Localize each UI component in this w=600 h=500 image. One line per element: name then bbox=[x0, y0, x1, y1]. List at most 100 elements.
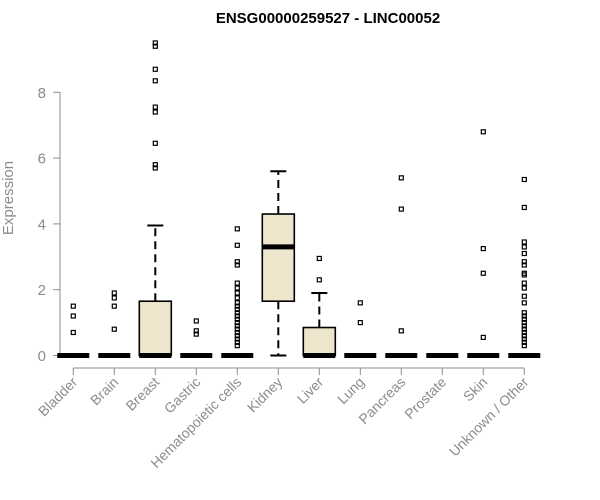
outlier-point bbox=[521, 326, 527, 332]
outlier-point bbox=[234, 226, 240, 232]
outlier-point bbox=[152, 140, 158, 146]
box-group bbox=[344, 300, 377, 358]
outlier-point bbox=[521, 176, 527, 183]
outlier-point bbox=[234, 280, 240, 286]
outlier-point bbox=[521, 270, 527, 276]
box-group bbox=[180, 318, 213, 358]
outlier-point bbox=[234, 333, 240, 339]
box-group bbox=[138, 40, 173, 358]
outlier-point bbox=[70, 313, 76, 319]
outlier-point bbox=[398, 175, 404, 181]
box-iqr bbox=[138, 300, 173, 357]
outlier-point bbox=[398, 328, 404, 334]
outlier-point bbox=[111, 295, 117, 301]
outlier-point bbox=[521, 259, 527, 265]
box-iqr bbox=[302, 326, 337, 357]
box-group bbox=[302, 255, 337, 358]
outlier-point bbox=[357, 300, 363, 306]
outlier-point bbox=[398, 206, 404, 212]
x-tick-label: Skin bbox=[460, 374, 491, 405]
y-tick-label: 4 bbox=[38, 216, 46, 233]
y-axis-label: Expression bbox=[0, 161, 17, 235]
outlier-point bbox=[480, 129, 486, 135]
outlier-point bbox=[234, 262, 240, 268]
y-tick-label: 6 bbox=[38, 151, 46, 168]
box-iqr bbox=[261, 213, 296, 303]
outlier-point bbox=[357, 320, 363, 326]
outlier-point bbox=[234, 306, 240, 313]
outlier-point bbox=[521, 316, 527, 322]
x-tick-label: Kidney bbox=[244, 374, 286, 416]
outlier-point bbox=[521, 336, 527, 342]
outlier-point bbox=[152, 109, 158, 115]
box-group bbox=[57, 303, 90, 358]
outlier-point bbox=[521, 310, 527, 316]
outlier-point bbox=[480, 270, 486, 276]
outlier-point bbox=[234, 242, 240, 248]
outlier-point bbox=[193, 318, 199, 324]
outlier-point bbox=[521, 280, 527, 286]
y-tick-label: 0 bbox=[38, 348, 46, 365]
outlier-point bbox=[193, 328, 199, 334]
outlier-point bbox=[234, 320, 240, 326]
outlier-point bbox=[70, 303, 76, 309]
outlier-point bbox=[152, 43, 158, 49]
outlier-point bbox=[193, 331, 199, 337]
outlier-point bbox=[234, 336, 240, 342]
box-group bbox=[508, 176, 541, 358]
outlier-point bbox=[521, 204, 527, 211]
outlier-point bbox=[521, 300, 527, 306]
outlier-point bbox=[70, 329, 76, 336]
outlier-point bbox=[521, 320, 527, 326]
x-tick-label: Breast bbox=[122, 374, 162, 414]
outlier-point bbox=[521, 323, 527, 329]
outlier-point bbox=[316, 277, 322, 283]
outlier-point bbox=[521, 313, 527, 319]
outlier-point bbox=[521, 244, 527, 250]
outlier-point bbox=[234, 300, 240, 306]
outlier-point bbox=[521, 285, 527, 291]
chart-title: ENSG00000259527 - LINC00052 bbox=[216, 10, 440, 27]
outlier-point bbox=[234, 329, 240, 336]
outlier-point bbox=[480, 334, 486, 341]
y-tick-label: 8 bbox=[38, 85, 46, 102]
box-group bbox=[467, 129, 500, 358]
outlier-point bbox=[152, 78, 158, 84]
outlier-point bbox=[111, 303, 117, 309]
outlier-point bbox=[521, 343, 527, 349]
outlier-point bbox=[234, 313, 240, 319]
outlier-point bbox=[521, 329, 527, 336]
box-group bbox=[221, 226, 254, 358]
outlier-point bbox=[152, 162, 158, 168]
outlier-point bbox=[234, 290, 240, 296]
outlier-point bbox=[152, 104, 158, 110]
outlier-point bbox=[234, 285, 240, 291]
outlier-point bbox=[152, 40, 158, 46]
outlier-point bbox=[234, 295, 240, 301]
outlier-point bbox=[234, 310, 240, 316]
outlier-point bbox=[152, 165, 158, 171]
x-tick-label: Liver bbox=[294, 374, 327, 407]
outlier-point bbox=[152, 66, 158, 72]
outlier-point bbox=[521, 293, 527, 299]
outlier-point bbox=[111, 290, 117, 296]
outlier-point bbox=[111, 326, 117, 332]
outlier-point bbox=[234, 303, 240, 309]
outlier-point bbox=[521, 250, 527, 257]
box-group bbox=[385, 175, 418, 358]
y-tick-label: 2 bbox=[38, 282, 46, 299]
outlier-point bbox=[234, 339, 240, 345]
plot-area bbox=[57, 40, 541, 358]
outlier-point bbox=[234, 316, 240, 322]
outlier-point bbox=[316, 255, 322, 262]
x-tick-label: Prostate bbox=[401, 374, 449, 422]
outlier-point bbox=[521, 239, 527, 245]
outlier-point bbox=[234, 343, 240, 349]
box-group bbox=[261, 170, 296, 357]
y-axis: 0 2 4 6 8 bbox=[38, 85, 61, 365]
x-tick-label: Lung bbox=[334, 374, 367, 407]
outlier-point bbox=[480, 245, 486, 252]
